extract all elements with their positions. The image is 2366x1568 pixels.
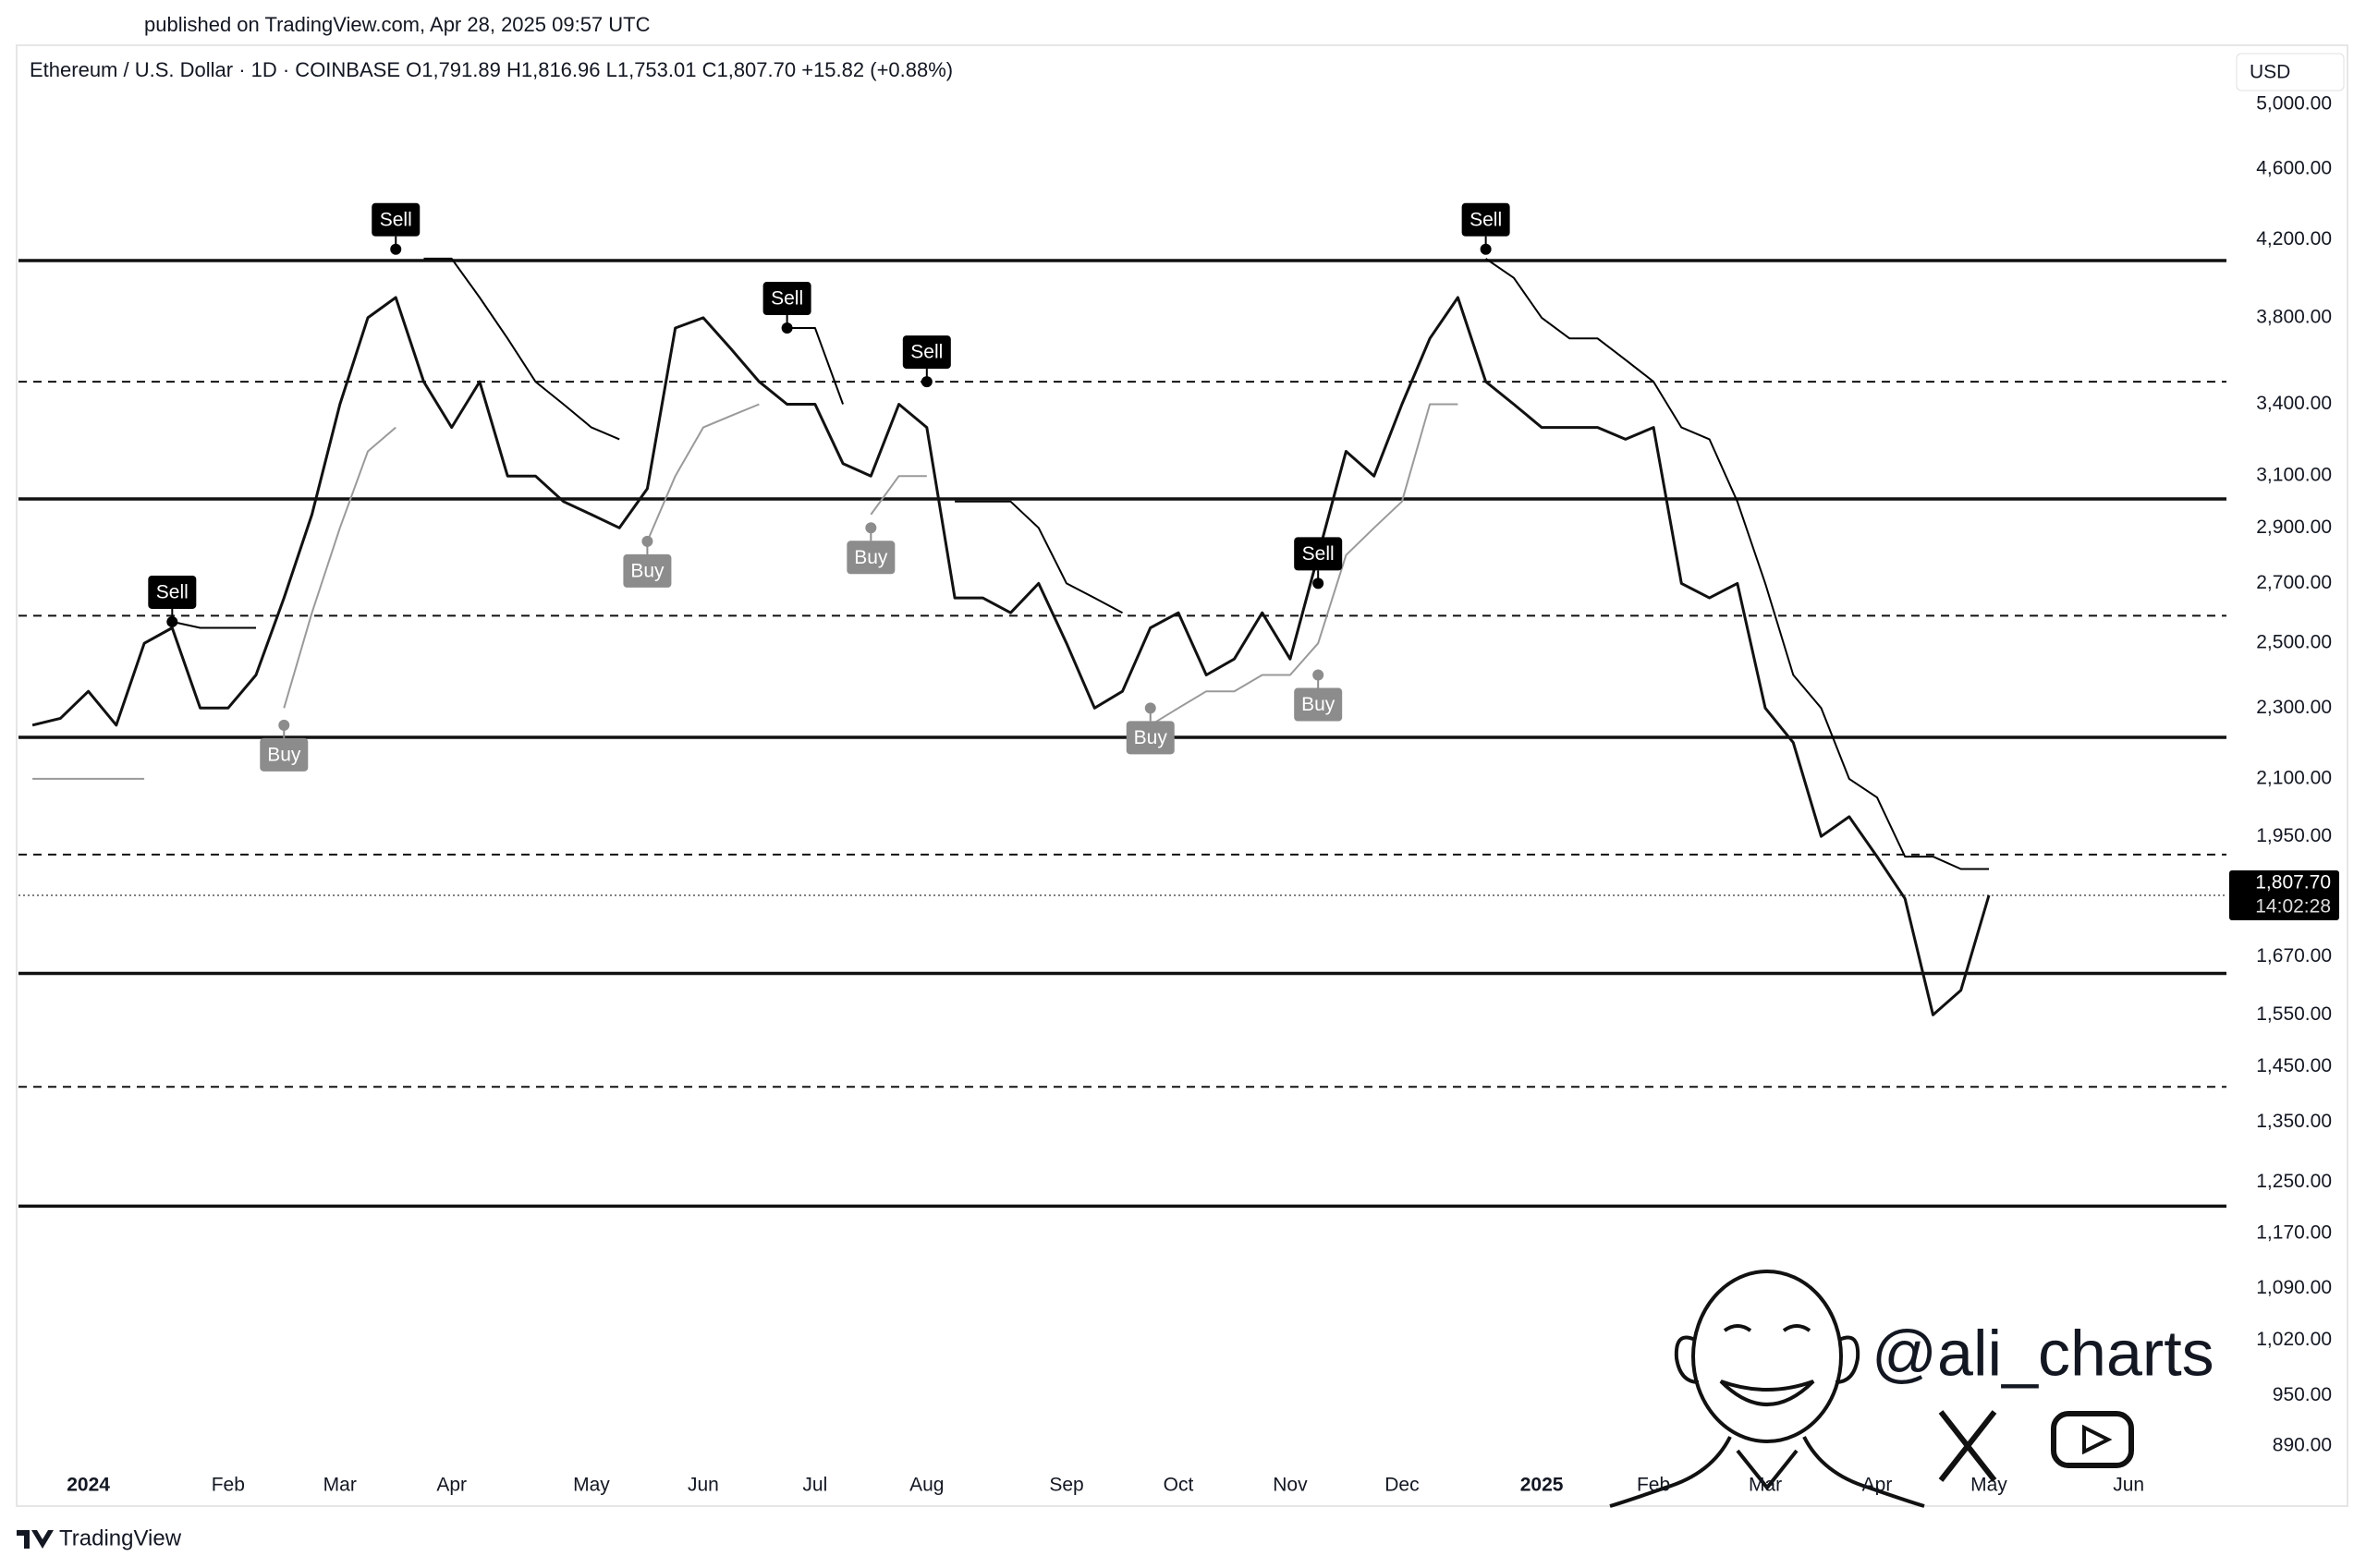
signal-box [372,202,421,237]
chart-title: Ethereum / U.S. Dollar · 1D · COINBASE O… [30,58,953,81]
signal-label: Sell [156,581,189,602]
youtube-icon [2051,1411,2134,1468]
y-tick-label: 5,000.00 [2256,93,2332,115]
signal-box [1294,687,1343,722]
x-tick-label: Nov [1273,1475,1308,1496]
y-tick-label: 1,170.00 [2256,1222,2332,1244]
x-tick-label: Jun [2113,1475,2144,1496]
x-tick-label: Feb [212,1475,245,1496]
y-tick-label: 1,450.00 [2256,1055,2332,1076]
x-tick-label: Apr [436,1475,467,1496]
currency: USD [2250,62,2290,83]
x-tick-label: 2024 [67,1475,110,1496]
x-tick-label: Mar [1749,1475,1782,1496]
y-tick-label: 3,100.00 [2256,465,2332,486]
signal-label: Buy [630,560,665,581]
y-tick-label: 3,400.00 [2256,393,2332,414]
signal-label: Sell [380,209,412,230]
footer-brand: TradingView [59,1525,182,1550]
signal-box [1461,202,1510,237]
y-tick-label: 1,090.00 [2256,1277,2332,1298]
x-tick-label: Feb [1637,1475,1670,1496]
signal-box [762,282,811,316]
x-tick-label: May [573,1475,610,1496]
x-tick-label: Mar [323,1475,357,1496]
youtube-play [2082,1424,2113,1455]
y-tick-label: 2,700.00 [2256,572,2332,593]
ear [1835,1335,1860,1384]
y-tick-label: 890.00 [2273,1435,2332,1456]
eyes [1723,1324,1811,1332]
y-tick-label: 1,250.00 [2256,1171,2332,1192]
watermark [1609,1270,2134,1508]
last-price-box [2229,869,2339,920]
price-line [31,296,1991,1016]
x-tick-label: Apr [1862,1475,1893,1496]
signal-label: Sell [910,342,943,363]
y-tick-label: 1,670.00 [2256,945,2332,966]
y-tick-label: 2,900.00 [2256,517,2332,538]
face [1691,1270,1843,1443]
y-tick-label: 1,950.00 [2256,825,2332,846]
x-tick-label: Oct [1164,1475,1194,1496]
x-tick-label: May [1970,1475,2007,1496]
signal-box [1126,721,1175,755]
signal-label: Sell [1302,543,1335,565]
signal-box [148,575,197,609]
y-tick-label: 1,350.00 [2256,1111,2332,1132]
y-tick-label: 2,500.00 [2256,632,2332,653]
chart-frame [16,44,2348,1507]
y-tick-label: 4,200.00 [2256,228,2332,249]
ear [1674,1335,1700,1384]
y-tick-label: 3,800.00 [2256,306,2332,327]
signal-box [847,541,896,575]
signal-label: Sell [1470,209,1502,230]
supertrend-line [32,403,1458,780]
y-tick-label: 2,100.00 [2256,767,2332,788]
currency-box[interactable] [2236,53,2345,91]
y-tick-label: 2,300.00 [2256,697,2332,718]
signal-box [1294,537,1343,571]
x-tick-label: Jul [802,1475,827,1496]
x-tick-label: 2025 [1520,1475,1564,1496]
countdown: 14:02:28 [2255,896,2331,918]
y-tick-label: 1,550.00 [2256,1003,2332,1025]
smile [1719,1380,1815,1406]
supertrend-line [172,257,1989,870]
x-tick-label: Dec [1384,1475,1419,1496]
x-tick-label: Sep [1049,1475,1083,1496]
signal-box [902,335,951,370]
y-tick-label: 4,600.00 [2256,158,2332,179]
signal-label: Buy [854,547,888,568]
y-tick-label: 1,020.00 [2256,1329,2332,1350]
published-note: published on TradingView.com, Apr 28, 20… [144,13,651,36]
y-tick-label: 950.00 [2273,1384,2332,1405]
signal-box [623,553,672,588]
x-tick-label: Aug [909,1475,944,1496]
last-price-label: 1,807.70 [2255,872,2331,893]
signal-label: Buy [1301,694,1335,715]
x-tick-label: Jun [688,1475,719,1496]
watermark-handle: @ali_charts [1872,1317,2214,1389]
signal-label: Buy [1134,727,1168,748]
footer-logo [17,1530,54,1549]
shoulders [1609,1436,1925,1508]
signal-label: Buy [267,744,301,765]
logo-mark [17,1530,54,1549]
x-icon [1938,1410,1997,1482]
signal-label: Sell [771,288,803,310]
signal-box [260,737,309,772]
